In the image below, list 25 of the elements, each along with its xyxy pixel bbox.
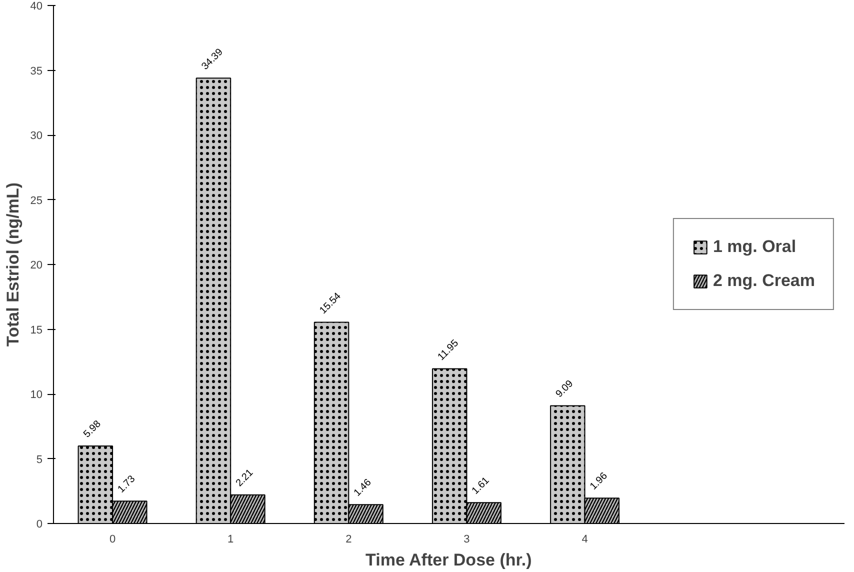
y-tick-label: 40 xyxy=(30,0,43,12)
x-tick-label: 0 xyxy=(109,534,116,546)
x-tick-label: 3 xyxy=(464,534,470,546)
x-axis-title: Time After Dose (hr.) xyxy=(366,550,532,570)
y-tick-label: 5 xyxy=(36,454,43,466)
data-label: 1.61 xyxy=(470,474,492,497)
data-label: 1.73 xyxy=(116,473,138,496)
y-tick-label: 30 xyxy=(30,130,43,142)
data-label: 1.96 xyxy=(588,470,610,492)
y-tick-label: 25 xyxy=(30,194,43,207)
y-tick-label: 15 xyxy=(30,324,43,336)
data-label: 5.98 xyxy=(82,418,104,440)
y-tick-label: 35 xyxy=(30,65,43,78)
x-tick-label: 4 xyxy=(582,534,588,546)
y-tick-label: 20 xyxy=(30,260,43,272)
y-tick-label: 0 xyxy=(36,518,43,530)
y-tick-label: 10 xyxy=(30,389,43,401)
data-label: 9.09 xyxy=(554,378,576,400)
legend-label: 2 mg. Cream xyxy=(712,271,815,291)
y-axis-title: Total Estriol (ng/mL) xyxy=(3,182,22,347)
x-tick-label: 1 xyxy=(228,534,234,546)
legend-label: 1 mg. Oral xyxy=(712,237,796,257)
data-label: 1.46 xyxy=(352,476,374,499)
data-label: 2.21 xyxy=(234,467,256,490)
x-tick-label: 2 xyxy=(346,534,352,546)
